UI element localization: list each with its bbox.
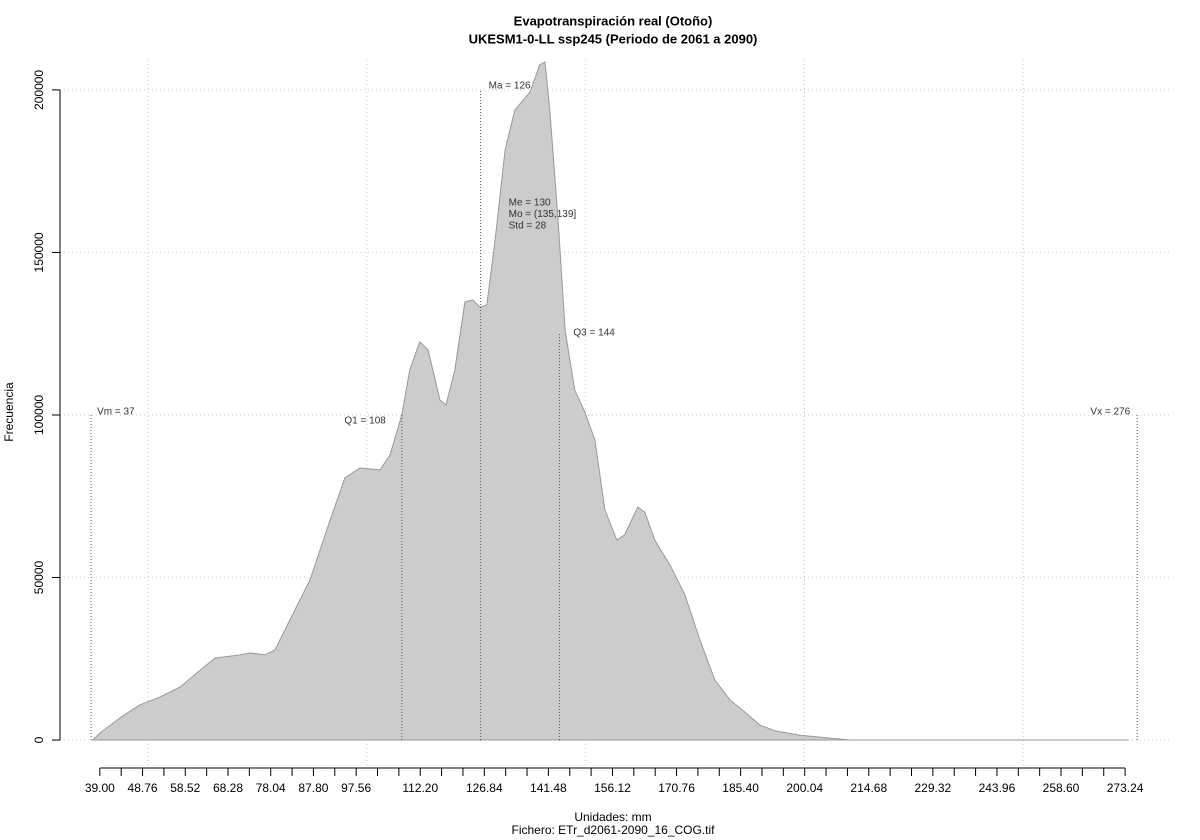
marker-label: Vm = 37	[97, 407, 135, 418]
chart-title: Evapotranspiración real (Otoño)	[514, 13, 713, 28]
stat-label: Mo = (135,139]	[509, 209, 577, 220]
caption: Fichero: ETr_d2061-2090_16_COG.tif	[512, 823, 716, 837]
x-tick-label: 229.32	[915, 781, 952, 795]
stat-label: Me = 130	[509, 198, 551, 209]
stat-label: Std = 28	[509, 221, 547, 232]
y-tick-label: 50000	[32, 561, 46, 595]
marker-label: Ma = 126	[489, 81, 531, 92]
x-tick-label: 273.24	[1107, 781, 1144, 795]
x-tick-label: 156.12	[594, 781, 631, 795]
x-tick-label: 126.84	[466, 781, 503, 795]
marker-label: Vx = 276	[1090, 407, 1130, 418]
x-tick-label: 68.28	[213, 781, 243, 795]
density-area	[92, 61, 1129, 741]
chart-subtitle: UKESM1-0-LL ssp245 (Periodo de 2061 a 20…	[469, 31, 758, 46]
marker-label: Q3 = 144	[573, 327, 615, 338]
x-tick-label: 258.60	[1043, 781, 1080, 795]
x-tick-label: 39.00	[85, 781, 115, 795]
marker-label: Q1 = 108	[344, 416, 386, 427]
x-axis-label: Unidades: mm	[574, 810, 651, 824]
x-tick-label: 78.04	[256, 781, 286, 795]
x-tick-label: 48.76	[128, 781, 158, 795]
x-tick-label: 87.80	[298, 781, 328, 795]
x-tick-label: 170.76	[658, 781, 695, 795]
y-tick-label: 150000	[32, 232, 46, 272]
y-axis-label: Frecuencia	[2, 382, 16, 442]
y-tick-label: 100000	[32, 395, 46, 435]
x-tick-label: 200.04	[786, 781, 823, 795]
x-tick-label: 214.68	[850, 781, 887, 795]
y-tick-label: 200000	[32, 70, 46, 110]
x-tick-label: 243.96	[979, 781, 1016, 795]
y-tick-label: 0	[32, 736, 46, 743]
x-tick-label: 112.20	[402, 781, 438, 795]
x-tick-label: 185.40	[722, 781, 759, 795]
x-tick-label: 97.56	[341, 781, 371, 795]
x-tick-label: 141.48	[530, 781, 567, 795]
x-tick-label: 58.52	[170, 781, 200, 795]
